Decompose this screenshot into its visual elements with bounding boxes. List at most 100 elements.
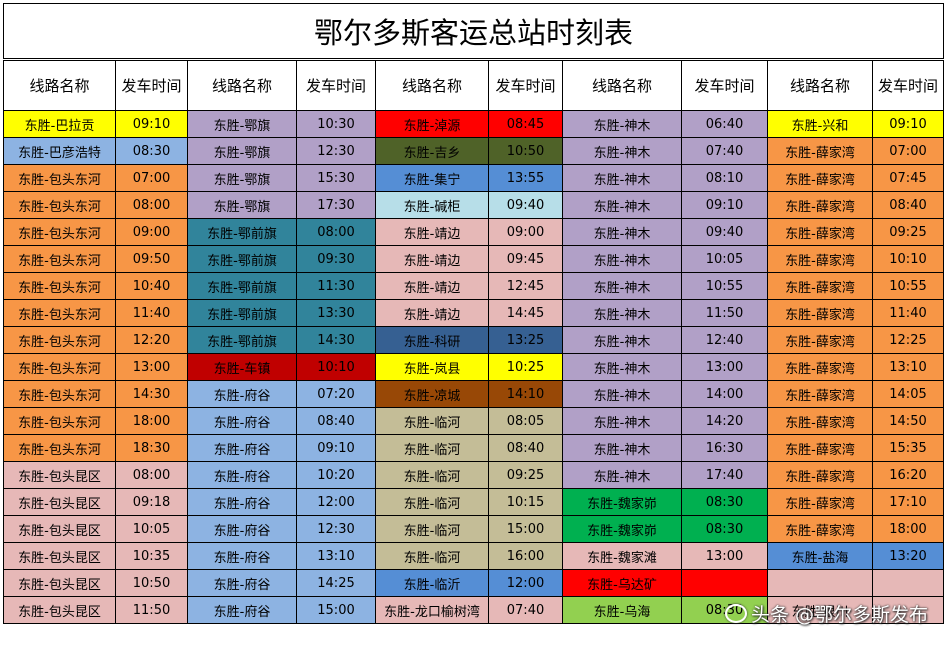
table-row: 东胜-包头昆区 10:05 东胜-府谷 12:30 东胜-临河 15:00 东胜-魏家峁 08… <box>3 515 944 543</box>
departure-time-cell: 11:50 <box>681 299 768 327</box>
route-cell: 东胜-龙口榆树湾 <box>375 596 489 624</box>
table-row: 东胜-包头东河 18:30 东胜-府谷 09:10 东胜-临河 08:40 东胜-神木 16:… <box>3 434 944 462</box>
route-cell: 东胜-鄂旗 <box>187 110 297 138</box>
departure-time-cell: 12:20 <box>115 326 188 354</box>
departure-time-cell: 09:00 <box>488 218 563 246</box>
table-row: 东胜-包头昆区 09:18 东胜-府谷 12:00 东胜-临河 10:15 东胜-魏家峁 08… <box>3 488 944 516</box>
route-cell: 东胜-鄂前旗 <box>187 299 297 327</box>
departure-time-cell: 07:40 <box>488 596 563 624</box>
departure-time-cell: 10:35 <box>115 542 188 570</box>
departure-time-cell: 08:45 <box>488 110 563 138</box>
route-cell: 东胜-鄂旗 <box>187 191 297 219</box>
route-cell: 东胜-包头昆区 <box>3 542 116 570</box>
route-cell: 东胜-包头昆区 <box>3 488 116 516</box>
route-cell: 东胜-薛家湾 <box>767 272 873 300</box>
route-cell: 东胜-薛家湾 <box>767 164 873 192</box>
route-cell <box>767 569 873 597</box>
route-cell: 东胜-薛家湾 <box>767 353 873 381</box>
route-cell: 东胜-神木 <box>562 137 682 165</box>
route-cell: 东胜-鄂旗 <box>187 164 297 192</box>
route-cell: 东胜-科研 <box>375 326 489 354</box>
route-cell: 东胜-神木 <box>562 110 682 138</box>
header-time: 发车时间 <box>488 60 563 111</box>
table-row: 东胜-包头东河 08:00 东胜-鄂旗 17:30 东胜-碱柜 09:40 东胜-神木 09:… <box>3 191 944 219</box>
departure-time-cell: 10:40 <box>115 272 188 300</box>
departure-time-cell: 16:20 <box>872 461 944 489</box>
header-row: 线路名称 发车时间 线路名称 发车时间 线路名称 发车时间 线路名称 发车时间 … <box>3 60 944 111</box>
departure-time-cell: 08:10 <box>681 164 768 192</box>
route-cell: 东胜-魏家峁 <box>562 515 682 543</box>
departure-time-cell: 09:40 <box>488 191 563 219</box>
departure-time-cell: 08:30 <box>681 488 768 516</box>
departure-time-cell: 14:25 <box>296 569 376 597</box>
route-cell: 东胜-银川 <box>767 596 873 624</box>
departure-time-cell: 14:30 <box>115 380 188 408</box>
table-row: 东胜-巴拉贡 09:10 东胜-鄂旗 10:30 东胜-淖源 08:45 东胜-神木 06:4… <box>3 110 944 138</box>
departure-time-cell: 11:40 <box>115 299 188 327</box>
route-cell: 东胜-包头昆区 <box>3 461 116 489</box>
route-cell: 东胜-神木 <box>562 461 682 489</box>
route-cell: 东胜-靖边 <box>375 299 489 327</box>
route-cell: 东胜-薛家湾 <box>767 137 873 165</box>
watermark-text: 头条 @鄂尔多斯发布 <box>750 604 928 626</box>
header-route: 线路名称 <box>3 60 116 111</box>
route-cell: 东胜-鄂前旗 <box>187 326 297 354</box>
departure-time-cell: 13:55 <box>488 164 563 192</box>
route-cell: 东胜-包头东河 <box>3 326 116 354</box>
route-cell: 东胜-靖边 <box>375 245 489 273</box>
route-cell: 东胜-鄂前旗 <box>187 218 297 246</box>
departure-time-cell: 07:00 <box>872 137 944 165</box>
route-cell: 东胜-神木 <box>562 380 682 408</box>
route-cell: 东胜-淖源 <box>375 110 489 138</box>
route-cell: 东胜-薛家湾 <box>767 515 873 543</box>
departure-time-cell: 11:30 <box>296 272 376 300</box>
departure-time-cell: 14:30 <box>296 326 376 354</box>
route-cell: 东胜-神木 <box>562 164 682 192</box>
departure-time-cell: 13:10 <box>872 353 944 381</box>
departure-time-cell: 13:20 <box>872 542 944 570</box>
route-cell: 东胜-吉乡 <box>375 137 489 165</box>
route-cell: 东胜-巴彦浩特 <box>3 137 116 165</box>
route-cell: 东胜-包头东河 <box>3 272 116 300</box>
departure-time-cell: 09:10 <box>115 110 188 138</box>
route-cell: 东胜-包头东河 <box>3 218 116 246</box>
route-cell: 东胜-薛家湾 <box>767 245 873 273</box>
header-route: 线路名称 <box>562 60 682 111</box>
departure-time-cell: 06:40 <box>681 110 768 138</box>
table-row: 东胜-包头昆区 10:35 东胜-府谷 13:10 东胜-临河 16:00 东胜-魏家滩 13… <box>3 542 944 570</box>
departure-time-cell: 12:40 <box>681 326 768 354</box>
route-cell: 东胜-包头东河 <box>3 434 116 462</box>
departure-time-cell <box>681 569 768 597</box>
departure-time-cell: 12:00 <box>488 569 563 597</box>
route-cell: 东胜-薛家湾 <box>767 434 873 462</box>
departure-time-cell: 15:35 <box>872 434 944 462</box>
route-cell: 东胜-府谷 <box>187 515 297 543</box>
route-cell: 东胜-薛家湾 <box>767 380 873 408</box>
departure-time-cell: 13:10 <box>296 542 376 570</box>
departure-time-cell: 10:10 <box>296 353 376 381</box>
route-cell: 东胜-府谷 <box>187 542 297 570</box>
route-cell: 东胜-乌达矿 <box>562 569 682 597</box>
route-cell: 东胜-巴拉贡 <box>3 110 116 138</box>
departure-time-cell: 17:30 <box>296 191 376 219</box>
route-cell: 东胜-薛家湾 <box>767 218 873 246</box>
header-time: 发车时间 <box>872 60 944 111</box>
route-cell: 东胜-临河 <box>375 407 489 435</box>
route-cell: 东胜-魏家峁 <box>562 488 682 516</box>
route-cell: 东胜-车镇 <box>187 353 297 381</box>
route-cell: 东胜-神木 <box>562 191 682 219</box>
departure-time-cell: 09:50 <box>115 245 188 273</box>
header-route: 线路名称 <box>375 60 489 111</box>
route-cell: 东胜-临河 <box>375 515 489 543</box>
route-cell: 东胜-临沂 <box>375 569 489 597</box>
departure-time-cell: 15:00 <box>296 596 376 624</box>
table-row: 东胜-包头东河 09:00 东胜-鄂前旗 08:00 东胜-靖边 09:00 东胜-神木 09… <box>3 218 944 246</box>
route-cell: 东胜-包头东河 <box>3 164 116 192</box>
departure-time-cell: 16:30 <box>681 434 768 462</box>
departure-time-cell: 14:10 <box>488 380 563 408</box>
route-cell: 东胜-薛家湾 <box>767 407 873 435</box>
departure-time-cell: 10:20 <box>296 461 376 489</box>
departure-time-cell: 08:30 <box>681 515 768 543</box>
departure-time-cell: 09:30 <box>296 245 376 273</box>
